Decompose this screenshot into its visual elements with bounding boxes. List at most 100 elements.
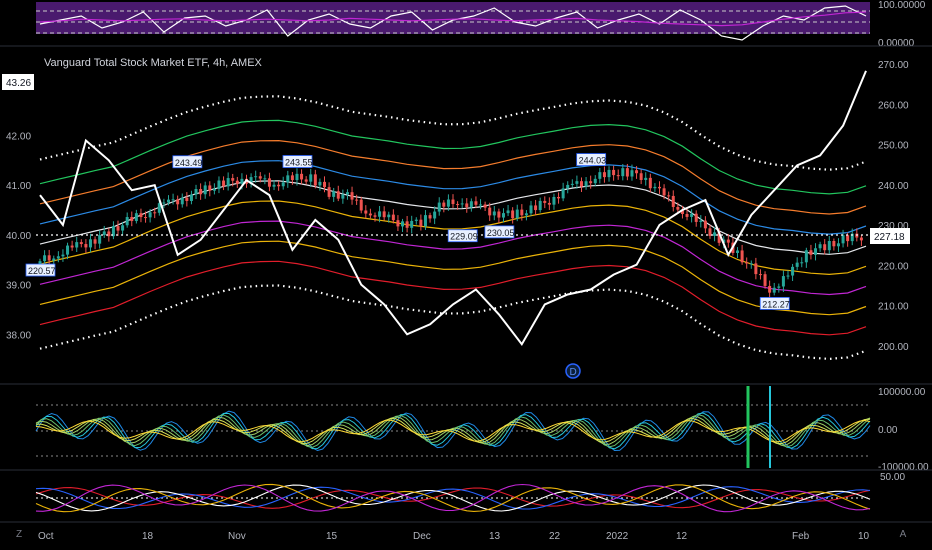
price-annotation: 212.27 bbox=[762, 299, 790, 309]
candle-body bbox=[621, 168, 625, 177]
band-outer-upper bbox=[39, 95, 867, 171]
candle-body bbox=[359, 199, 363, 211]
candle-body bbox=[841, 235, 845, 244]
x-axis-tick: 22 bbox=[549, 531, 561, 542]
chart-title: Vanguard Total Stock Market ETF, 4h, AME… bbox=[44, 57, 263, 69]
candle-body bbox=[350, 192, 354, 200]
candle-body bbox=[373, 215, 377, 217]
candle-body bbox=[713, 232, 717, 236]
timezone-button[interactable]: Z bbox=[15, 529, 23, 540]
candle-body bbox=[387, 214, 391, 218]
candle-body bbox=[658, 186, 661, 189]
candle-body bbox=[43, 255, 47, 262]
candle-body bbox=[47, 255, 51, 261]
rsi-band-fill bbox=[36, 2, 870, 34]
mid-osc-line bbox=[35, 419, 871, 443]
candle-body bbox=[258, 176, 262, 179]
candle-body bbox=[203, 185, 207, 195]
candle-body bbox=[166, 199, 170, 203]
band-green bbox=[39, 119, 867, 195]
candle-body bbox=[345, 192, 349, 195]
candle-body bbox=[850, 233, 854, 242]
candle-body bbox=[543, 200, 547, 203]
candle-body bbox=[740, 250, 744, 263]
candle-body bbox=[368, 213, 372, 216]
candle-body bbox=[726, 239, 730, 243]
candle-body bbox=[639, 173, 643, 180]
price-annotation: 230.05 bbox=[487, 228, 515, 238]
candle-body bbox=[410, 220, 414, 228]
auto-scale-button[interactable]: A bbox=[899, 529, 907, 540]
top-osc-line bbox=[39, 11, 867, 27]
bottom-osc-line bbox=[35, 486, 871, 510]
mid-axis-tick-top: 100000.00 bbox=[878, 387, 926, 398]
price-annotation-box bbox=[25, 263, 56, 277]
candle-body bbox=[579, 181, 583, 187]
candle-body bbox=[616, 175, 620, 177]
candle-body bbox=[602, 172, 606, 178]
candle-body bbox=[754, 263, 758, 275]
candle-body bbox=[125, 217, 129, 226]
candle-body bbox=[446, 199, 450, 207]
candle-body bbox=[635, 170, 639, 174]
candle-body bbox=[102, 231, 106, 236]
candle-body bbox=[552, 196, 556, 205]
top-axis-tick-0: 0.00000 bbox=[878, 38, 915, 49]
candle-body bbox=[680, 209, 684, 215]
overlay-line bbox=[39, 70, 867, 346]
candle-body bbox=[304, 179, 308, 182]
candle-body bbox=[653, 186, 657, 189]
bottom-osc-line bbox=[35, 483, 871, 513]
candle-body bbox=[428, 215, 432, 219]
candle-body bbox=[437, 202, 441, 212]
candle-body bbox=[566, 184, 570, 189]
candle-body bbox=[671, 195, 675, 207]
candle-body bbox=[814, 248, 818, 255]
price-annotation: 243.55 bbox=[285, 158, 313, 168]
candle-body bbox=[222, 180, 226, 187]
x-axis-tick: 12 bbox=[676, 531, 688, 542]
right-axis-tick: 260.00 bbox=[878, 100, 909, 111]
candle-body bbox=[382, 211, 386, 218]
oscillator-top-pane: 100.00000 0.00000 bbox=[36, 0, 926, 49]
candle-body bbox=[121, 225, 125, 231]
candle-body bbox=[254, 176, 258, 178]
candle-body bbox=[405, 221, 409, 228]
candle-body bbox=[630, 170, 634, 177]
left-axis-tick: 38.00 bbox=[6, 330, 31, 341]
candle-body bbox=[226, 178, 230, 187]
candle-body bbox=[804, 250, 808, 263]
oscillator-bottom-pane: 50.00 bbox=[35, 472, 905, 513]
top-osc-line bbox=[39, 5, 867, 41]
candle-body bbox=[460, 203, 464, 205]
candle-body bbox=[180, 197, 184, 205]
oscillator-mid-pane: 100000.00 0.00 -100000.00 bbox=[35, 386, 929, 473]
candle-body bbox=[442, 202, 446, 207]
candle-body bbox=[98, 235, 102, 244]
candle-body bbox=[185, 197, 189, 201]
candle-body bbox=[722, 239, 726, 243]
left-axis-tick: 39.00 bbox=[6, 281, 31, 292]
candle-body bbox=[88, 239, 92, 248]
candle-body bbox=[52, 258, 56, 261]
candle-body bbox=[648, 177, 652, 189]
candle-body bbox=[313, 174, 317, 186]
candle-body bbox=[515, 209, 519, 219]
candle-body bbox=[189, 194, 193, 201]
candle-body bbox=[786, 275, 790, 277]
candle-body bbox=[419, 219, 423, 227]
candle-body bbox=[272, 184, 276, 187]
mid-axis-tick-zero: 0.00 bbox=[878, 425, 898, 436]
dividend-marker[interactable] bbox=[565, 363, 581, 379]
candle-body bbox=[107, 231, 111, 237]
candle-body bbox=[240, 178, 244, 184]
band-magenta bbox=[39, 220, 867, 296]
candle-body bbox=[529, 205, 533, 214]
right-axis-tick: 240.00 bbox=[878, 181, 909, 192]
candle-body bbox=[56, 256, 60, 259]
candle-body bbox=[809, 250, 813, 255]
candle-body bbox=[768, 285, 772, 293]
candle-body bbox=[483, 204, 487, 208]
candle-body bbox=[277, 184, 281, 187]
